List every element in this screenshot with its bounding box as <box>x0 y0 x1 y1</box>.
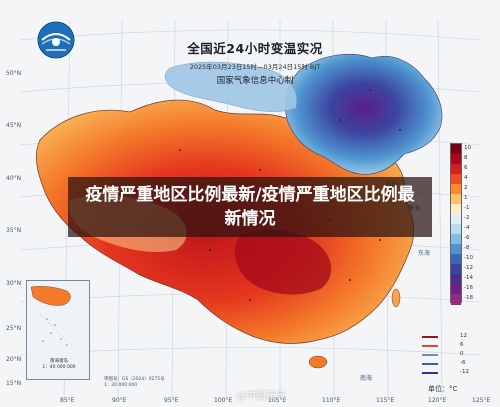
legend-tick-label: -10 <box>464 255 473 261</box>
lon-label-110: 110°E <box>322 397 341 404</box>
lon-label-125: 125°E <box>472 397 491 404</box>
legend-swatch <box>451 184 461 195</box>
isoline-label: -6 <box>460 360 466 366</box>
headline-text: 疫情严重地区比例最新/疫情严重地区比例最新情况 <box>85 185 415 229</box>
inset-caption: 南海诸岛 1：40 000 000 <box>42 359 76 370</box>
legend-swatch <box>451 144 461 155</box>
lon-label-120: 120°E <box>428 397 447 404</box>
legend-tick-label: -1 <box>464 205 470 211</box>
legend-tick-label: -14 <box>464 275 473 281</box>
lat-label-20: 20°N <box>6 356 22 363</box>
headline-banner: 疫情严重地区比例最新/疫情严重地区比例最新情况 <box>68 177 432 237</box>
isoline-label: 12 <box>460 333 467 339</box>
map-note: 审图号：GS（2024）0275号 1：20 000 000 <box>104 377 165 388</box>
isoline-legend-row: 12 <box>418 333 478 341</box>
legend-swatch <box>451 294 461 305</box>
northeast-cold-region <box>285 53 443 175</box>
lat-label-15: 15°N <box>6 380 22 387</box>
south-china-sea-inset: 南海诸岛 1：40 000 000 <box>26 280 90 380</box>
legend-swatch <box>451 274 461 285</box>
legend-swatch <box>451 174 461 185</box>
legend-swatch <box>451 284 461 295</box>
legend-tick-label: 2 <box>464 185 468 191</box>
legend-swatch <box>451 164 461 175</box>
isoline-legend-row: -12 <box>418 369 478 377</box>
isoline-legend-row: -6 <box>418 360 478 368</box>
legend-swatch <box>451 194 461 205</box>
legend-swatch <box>451 244 461 255</box>
legend-tick-label: 6 <box>464 165 468 171</box>
isoline-legend-row: 0 <box>418 351 478 359</box>
lat-label-35: 35°N <box>6 227 22 234</box>
legend-swatch <box>451 234 461 245</box>
taiwan-island <box>391 288 401 308</box>
east-china-sea-label: 东海 <box>418 249 430 257</box>
legend-tick-label: -16 <box>464 285 473 291</box>
lon-label-100: 100°E <box>214 397 233 404</box>
map-time-range: 2025年03月23日15时—03月24日15时 BJT <box>189 63 321 71</box>
isoline-label: 0 <box>460 351 464 357</box>
lon-label-115: 115°E <box>376 397 395 404</box>
legend-swatch <box>451 224 461 235</box>
legend-tick-label: 8 <box>464 155 468 161</box>
isoline-swatch <box>422 372 438 374</box>
legend-swatch <box>451 254 461 265</box>
cma-logo <box>37 21 75 59</box>
lon-label-90: 90°E <box>112 397 127 404</box>
isoline-label: 6 <box>460 342 464 348</box>
legend-swatch <box>451 214 461 225</box>
lat-label-50: 50°N <box>6 70 22 77</box>
legend-swatch <box>451 264 461 275</box>
lon-label-95: 95°E <box>164 397 179 404</box>
inset-map <box>30 286 78 352</box>
legend-tick-label: 4 <box>464 175 468 181</box>
isoline-legend: 12 6 0 -6 -12 <box>418 333 478 381</box>
legend-tick-label: -18 <box>464 295 473 301</box>
map-title: 全国近24小时变温实况 <box>187 41 323 56</box>
lat-label-45: 45°N <box>6 122 22 129</box>
legend-swatch <box>451 154 461 165</box>
hainan-island <box>308 355 328 369</box>
legend-tick-label: 10 <box>464 145 471 151</box>
legend-tick-label: -6 <box>464 235 470 241</box>
lat-label-40: 40°N <box>6 175 22 182</box>
isoline-legend-row: 6 <box>418 342 478 350</box>
south-china-sea-label: 南海 <box>360 374 372 382</box>
map-title-block: 全国近24小时变温实况 2025年03月23日15时—03月24日15时 BJT… <box>160 38 350 86</box>
map-agency: 国家气象信息中心制 <box>216 76 294 86</box>
lon-label-105: 105°E <box>268 397 287 404</box>
legend-tick-label: 1 <box>464 195 468 201</box>
color-legend-labels: 10 8 6 4 2 1 -1 -2 -4 -6 -8 -10 -12 -14 -16 -18 <box>464 143 492 303</box>
color-legend-bar <box>450 143 462 305</box>
legend-swatch <box>451 204 461 215</box>
legend-tick-label: -12 <box>464 265 473 271</box>
legend-tick-label: -8 <box>464 245 470 251</box>
isoline-swatch <box>422 336 438 338</box>
isoline-swatch <box>422 345 438 347</box>
lon-label-85: 85°E <box>60 397 75 404</box>
mongolia-cool-region <box>164 61 298 112</box>
isoline-swatch <box>422 354 438 356</box>
central-hot-core <box>234 229 332 295</box>
legend-tick-label: -2 <box>464 215 470 221</box>
isoline-label: -12 <box>460 369 469 375</box>
isoline-swatch <box>422 363 438 365</box>
lat-label-30: 30°N <box>6 280 22 287</box>
lat-label-25: 25°N <box>6 325 22 332</box>
unit-label: 单位：°C <box>428 385 458 393</box>
legend-tick-label: -4 <box>464 225 470 231</box>
watermark: @中国天气 <box>236 391 286 402</box>
